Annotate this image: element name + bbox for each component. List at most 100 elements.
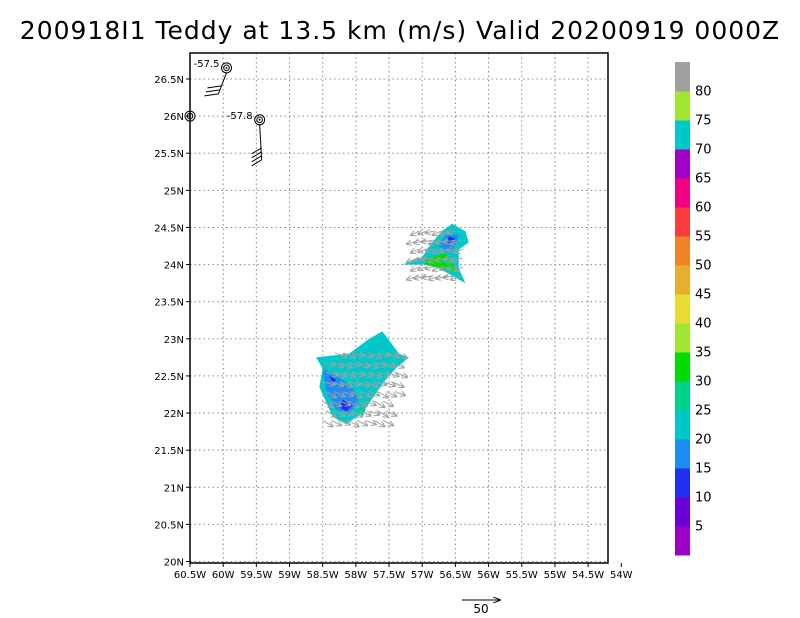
colorbar-band xyxy=(675,497,690,527)
speed-region-20 xyxy=(402,223,469,284)
colorbar-band xyxy=(675,323,690,353)
wind-vector xyxy=(356,400,367,406)
colorbar-band xyxy=(675,265,690,295)
wind-vector xyxy=(451,275,463,280)
wind-vectors xyxy=(322,231,463,426)
wind-vector xyxy=(339,420,350,424)
colorbar-band xyxy=(675,439,690,469)
wind-barb-flag xyxy=(204,93,219,97)
colorbar: 5 10 15 20 25 30 35 40 45 50 55 60 65 70 75 80 xyxy=(675,62,712,556)
map-frame xyxy=(189,52,609,564)
wind-vector xyxy=(325,391,336,398)
wind-barb xyxy=(259,124,263,160)
wind-vector xyxy=(339,362,352,368)
colorbar-label: 80 xyxy=(695,85,712,100)
wind-vector xyxy=(455,267,463,271)
wind-vector xyxy=(343,392,353,396)
wind-vector xyxy=(348,400,359,407)
wind-barb-flag xyxy=(205,89,221,93)
wind-vector xyxy=(377,410,388,417)
colorbar-label: 25 xyxy=(695,404,712,419)
lon-tick-label: 60W xyxy=(212,570,235,581)
wind-vector xyxy=(357,362,369,367)
wind-vector xyxy=(351,353,364,356)
wind-vector xyxy=(334,391,345,397)
colorbar-label: 60 xyxy=(695,201,712,216)
wind-vector xyxy=(360,410,371,416)
wind-vector xyxy=(322,363,335,366)
station-marker-dot xyxy=(258,118,261,121)
wind-vector xyxy=(368,352,381,358)
wind-vector xyxy=(386,410,396,416)
wind-vector xyxy=(325,410,336,417)
wind-vector xyxy=(351,391,362,398)
wind-vector xyxy=(343,371,355,377)
lon-tick-label: 56.5W xyxy=(439,570,471,581)
lat-tick-label: 25N xyxy=(164,186,184,197)
wind-vector xyxy=(386,391,396,397)
wind-vector xyxy=(368,371,381,377)
lat-tick-label: 24.5N xyxy=(154,223,184,234)
wind-vector xyxy=(365,401,376,405)
lon-tick-label: 60.5W xyxy=(174,570,206,581)
wind-vector xyxy=(386,352,398,357)
wind-vector xyxy=(382,420,393,425)
wind-vector xyxy=(394,371,407,377)
wind-vector xyxy=(351,372,364,375)
wind-vector xyxy=(339,401,350,405)
colorbar-band xyxy=(675,410,690,440)
wind-vector xyxy=(391,362,404,368)
colorbar-band xyxy=(675,526,690,556)
wind-vector xyxy=(343,352,355,358)
lat-tick-label: 25.5N xyxy=(154,149,184,160)
colorbar-band xyxy=(675,468,690,498)
lat-tick-label: 23N xyxy=(164,335,184,346)
wind-vector xyxy=(411,249,420,253)
wind-vector xyxy=(382,400,393,406)
wind-vector xyxy=(357,381,369,386)
wind-vector xyxy=(377,391,388,398)
colorbar-label: 10 xyxy=(695,491,712,506)
wind-vector xyxy=(334,371,347,376)
wind-vector xyxy=(348,420,359,426)
station-temperature: -57.8 xyxy=(227,111,253,122)
colorbar-band xyxy=(675,207,690,237)
wind-barb-flag xyxy=(251,151,262,159)
lat-tick-label: 22.5N xyxy=(154,372,184,383)
wind-vector xyxy=(322,420,333,426)
wind-vector xyxy=(368,411,379,415)
wind-vector xyxy=(334,410,345,416)
speed-region-10 xyxy=(329,375,336,384)
wind-vector xyxy=(374,363,386,366)
wind-vector xyxy=(322,382,335,385)
wind-vector xyxy=(382,362,395,367)
wind-vector xyxy=(365,381,378,387)
wind-vector xyxy=(325,372,338,375)
wind-barb-flag xyxy=(207,85,222,89)
wind-vector xyxy=(339,381,352,387)
lat-tick-label: 26N xyxy=(164,112,184,123)
wind-vector xyxy=(374,382,386,385)
lon-tick-label: 58.5W xyxy=(307,570,339,581)
wind-vector xyxy=(377,372,390,375)
wind-vector xyxy=(451,257,463,262)
wind-vector xyxy=(351,410,362,417)
latitude-axis: 20N 20.5N 21N 21.5N 22N 22.5N 23N 23.5N 24N 24.5N… xyxy=(154,75,190,569)
chart-title: 200918I1 Teddy at 13.5 km (m/s) Valid 20… xyxy=(19,16,781,45)
wind-vector xyxy=(426,267,434,269)
lat-tick-label: 20.5N xyxy=(154,520,184,531)
lon-tick-label: 54W xyxy=(610,570,633,581)
lat-lon-grid xyxy=(190,53,608,563)
wind-barb-flag xyxy=(251,159,262,167)
lat-tick-label: 21N xyxy=(164,483,184,494)
wind-vector xyxy=(365,420,376,424)
lon-tick-label: 59.5W xyxy=(240,570,272,581)
colorbar-label: 70 xyxy=(695,143,712,158)
station-marker-ring xyxy=(256,116,263,124)
wind-vector xyxy=(382,381,395,386)
wind-vector xyxy=(360,391,371,397)
wind-vector xyxy=(348,363,361,366)
wind-vector xyxy=(451,239,463,244)
wind-vector xyxy=(322,400,333,407)
